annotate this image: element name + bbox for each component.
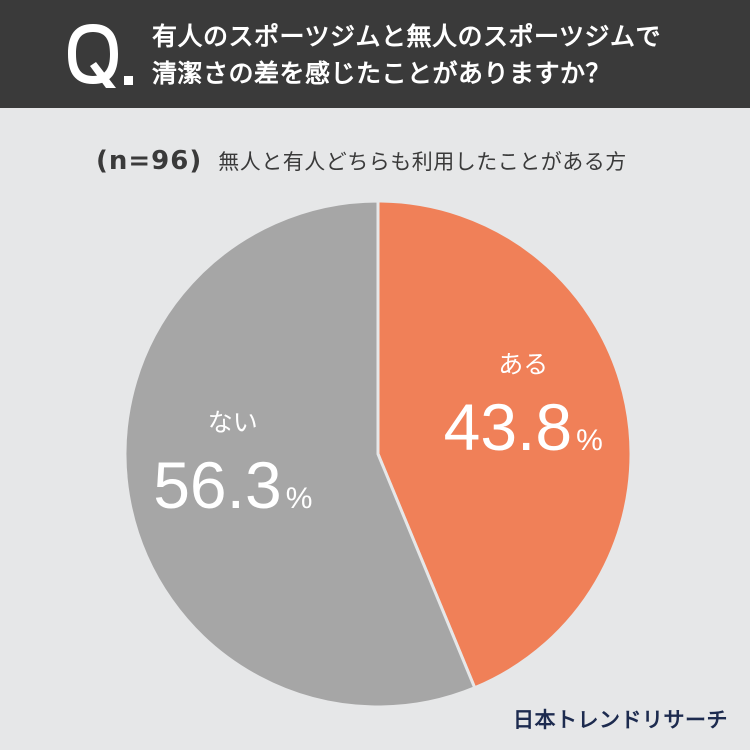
respondent-group: 無人と有人どちらも利用したことがある方 [218,150,627,174]
slice-value-1: 56.3% [153,448,312,522]
q-mark-icon [60,18,144,90]
question-text: 有人のスポーツジムと無人のスポーツジムで 清潔さの差を感じたことがありますか？ [152,18,712,92]
pie-slice-1 [123,199,477,709]
sample-size: (n=96) [96,146,203,176]
pie-slice-0 [376,199,633,690]
question-header: 有人のスポーツジムと無人のスポーツジムで 清潔さの差を感じたことがありますか？ [0,0,750,108]
slice-value-0: 43.8% [444,390,603,464]
slice-label-1: ない [208,408,258,437]
chart-subtitle: (n=96) 無人と有人どちらも利用したことがある方 [96,141,627,181]
slice-label-0: ある [498,350,548,379]
question-line-2: 清潔さの差を感じたことがありますか？ [152,59,612,88]
brand-logo: 日本トレンドリサーチ [513,708,728,732]
question-line-1: 有人のスポーツジムと無人のスポーツジムで [152,22,662,51]
